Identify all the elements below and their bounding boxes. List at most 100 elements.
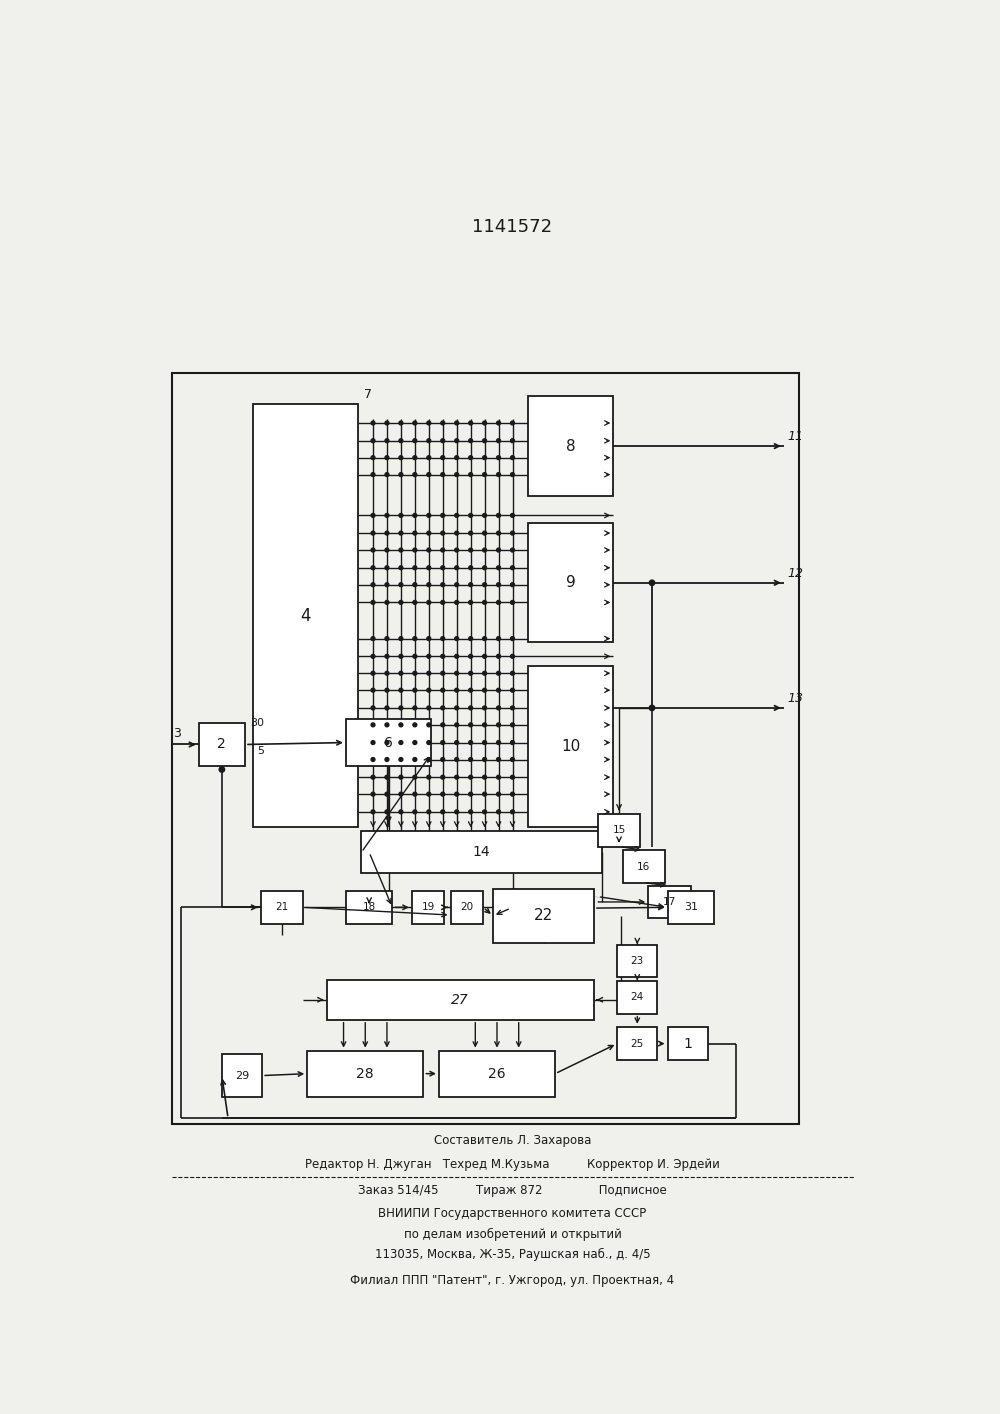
Circle shape bbox=[649, 706, 655, 711]
Circle shape bbox=[441, 532, 445, 534]
Bar bbox=[222, 1055, 262, 1097]
Circle shape bbox=[399, 758, 403, 761]
Circle shape bbox=[385, 758, 389, 761]
Text: по делам изобретений и открытий: по делам изобретений и открытий bbox=[404, 1227, 621, 1240]
Circle shape bbox=[371, 655, 375, 659]
Circle shape bbox=[385, 455, 389, 460]
Bar bbox=[346, 891, 392, 923]
Circle shape bbox=[483, 741, 487, 745]
Circle shape bbox=[399, 741, 403, 745]
Circle shape bbox=[413, 513, 417, 518]
Circle shape bbox=[483, 532, 487, 534]
Circle shape bbox=[511, 636, 514, 641]
Circle shape bbox=[413, 532, 417, 534]
Text: 113035, Москва, Ж-35, Раушская наб., д. 4/5: 113035, Москва, Ж-35, Раушская наб., д. … bbox=[375, 1247, 650, 1261]
Circle shape bbox=[483, 513, 487, 518]
Circle shape bbox=[441, 655, 445, 659]
Circle shape bbox=[469, 532, 473, 534]
Circle shape bbox=[511, 549, 514, 551]
Circle shape bbox=[413, 810, 417, 814]
Circle shape bbox=[427, 583, 431, 587]
Text: Заказ 514/45          Тираж 872               Подписное: Заказ 514/45 Тираж 872 Подписное bbox=[358, 1184, 667, 1196]
Circle shape bbox=[483, 775, 487, 779]
Circle shape bbox=[427, 566, 431, 570]
Circle shape bbox=[483, 601, 487, 604]
Circle shape bbox=[399, 655, 403, 659]
Circle shape bbox=[371, 566, 375, 570]
Circle shape bbox=[441, 513, 445, 518]
Circle shape bbox=[441, 438, 445, 443]
Circle shape bbox=[511, 672, 514, 676]
Circle shape bbox=[399, 421, 403, 426]
Circle shape bbox=[497, 655, 500, 659]
Circle shape bbox=[497, 601, 500, 604]
Circle shape bbox=[441, 723, 445, 727]
Circle shape bbox=[413, 741, 417, 745]
Circle shape bbox=[385, 566, 389, 570]
Circle shape bbox=[483, 583, 487, 587]
Circle shape bbox=[455, 655, 459, 659]
Circle shape bbox=[413, 421, 417, 426]
Bar bbox=[261, 891, 303, 923]
Circle shape bbox=[469, 583, 473, 587]
Circle shape bbox=[469, 455, 473, 460]
Text: 1141572: 1141572 bbox=[472, 218, 553, 236]
Circle shape bbox=[497, 421, 500, 426]
Circle shape bbox=[469, 549, 473, 551]
Circle shape bbox=[497, 455, 500, 460]
Circle shape bbox=[511, 455, 514, 460]
Circle shape bbox=[497, 549, 500, 551]
Circle shape bbox=[371, 810, 375, 814]
Text: 16: 16 bbox=[637, 861, 650, 871]
Circle shape bbox=[455, 636, 459, 641]
Text: 17: 17 bbox=[663, 896, 676, 906]
Circle shape bbox=[511, 566, 514, 570]
Circle shape bbox=[455, 513, 459, 518]
Text: 10: 10 bbox=[561, 740, 580, 754]
Text: 8: 8 bbox=[566, 438, 575, 454]
Circle shape bbox=[413, 455, 417, 460]
Circle shape bbox=[441, 549, 445, 551]
Circle shape bbox=[441, 672, 445, 676]
Circle shape bbox=[497, 792, 500, 796]
Bar bbox=[326, 980, 594, 1019]
Circle shape bbox=[219, 766, 225, 772]
Circle shape bbox=[427, 438, 431, 443]
Circle shape bbox=[441, 792, 445, 796]
Text: 19: 19 bbox=[421, 902, 435, 912]
Circle shape bbox=[483, 655, 487, 659]
Bar bbox=[172, 373, 799, 1124]
Circle shape bbox=[413, 775, 417, 779]
Circle shape bbox=[441, 601, 445, 604]
Circle shape bbox=[441, 566, 445, 570]
Circle shape bbox=[427, 723, 431, 727]
Circle shape bbox=[511, 792, 514, 796]
Circle shape bbox=[469, 672, 473, 676]
Circle shape bbox=[483, 723, 487, 727]
Text: 18: 18 bbox=[362, 902, 376, 912]
Circle shape bbox=[497, 566, 500, 570]
Text: Редактор Н. Джуган   Техред М.Кузьма          Корректор И. Эрдейи: Редактор Н. Джуган Техред М.Кузьма Корре… bbox=[305, 1158, 720, 1171]
Circle shape bbox=[497, 775, 500, 779]
Circle shape bbox=[399, 472, 403, 477]
Circle shape bbox=[399, 689, 403, 691]
Circle shape bbox=[385, 775, 389, 779]
Text: 31: 31 bbox=[684, 902, 698, 912]
Circle shape bbox=[399, 566, 403, 570]
Circle shape bbox=[441, 636, 445, 641]
Circle shape bbox=[441, 455, 445, 460]
Bar bbox=[528, 396, 613, 496]
Circle shape bbox=[399, 672, 403, 676]
Circle shape bbox=[483, 549, 487, 551]
Circle shape bbox=[483, 421, 487, 426]
Circle shape bbox=[427, 792, 431, 796]
Bar bbox=[623, 850, 665, 882]
Circle shape bbox=[455, 689, 459, 691]
Circle shape bbox=[469, 706, 473, 710]
Circle shape bbox=[497, 636, 500, 641]
Circle shape bbox=[483, 758, 487, 761]
Circle shape bbox=[371, 438, 375, 443]
Text: Филиал ППП "Патент", г. Ужгород, ул. Проектная, 4: Филиал ППП "Патент", г. Ужгород, ул. Про… bbox=[350, 1274, 675, 1287]
Text: 6: 6 bbox=[384, 735, 393, 749]
Circle shape bbox=[371, 689, 375, 691]
